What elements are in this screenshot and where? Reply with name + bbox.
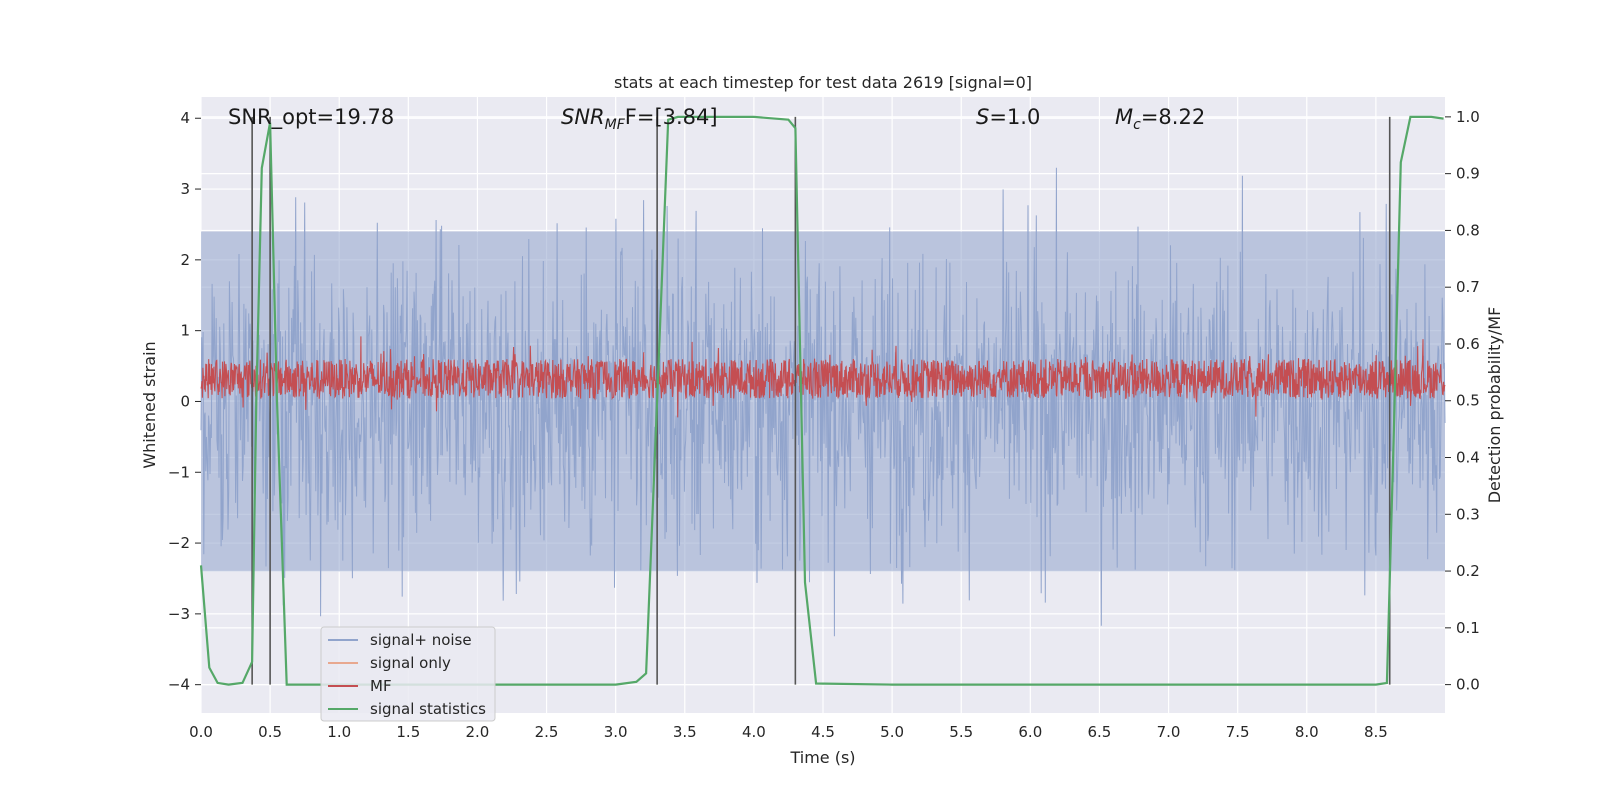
y-axis-label: Whitened strain [140,341,159,468]
y-right-tick-label: 0.9 [1456,165,1480,183]
x-tick-label: 5.5 [949,723,973,741]
y-tick-label: 2 [180,251,190,269]
signal-statistics-series [199,115,1444,686]
x-axis-label: Time (s) [789,748,855,767]
legend-label-signal-only: signal only [370,654,451,672]
legend-label-signal-statistics: signal statistics [370,700,486,718]
y-tick-label: −1 [168,463,190,481]
annotation-snr-opt: SNR_opt=19.78 [228,105,394,130]
y-right-tick-label: 0.2 [1456,562,1480,580]
y-right-tick-label: 0.3 [1456,505,1480,523]
y-tick-label: 0 [180,392,190,410]
legend: signal+ noise signal only MF signal stat… [320,626,496,722]
y-tick-labels: 4 3 2 1 0 −1 −2 −3 −4 [168,109,201,694]
y-right-tick-label: 0.4 [1456,449,1480,467]
y-right-tick-labels: 1.0 0.9 0.8 0.7 0.6 0.5 0.4 0.3 0.2 0.1 0.0 [1445,108,1480,694]
x-tick-label: 0.5 [258,723,282,741]
y-right-tick-label: 1.0 [1456,108,1480,126]
y-right-tick-label: 0.7 [1456,278,1480,296]
annotation-snr-mf-main: SNR [561,105,605,129]
x-tick-label: 8.0 [1295,723,1319,741]
legend-label-signal-noise: signal+ noise [370,631,472,649]
x-tick-labels: 0.0 0.5 1.0 1.5 2.0 2.5 3.0 3.5 4.0 4.5 5.0 5.5 6.0 6… [189,723,1388,741]
chart-title: stats at each timestep for test data 261… [614,73,1032,92]
y-right-tick-label: 0.8 [1456,221,1480,239]
annotation-snr-mf-rest: F=[3.84] [625,105,718,129]
x-tick-label: 3.5 [673,723,697,741]
signal-noise-series [200,167,1446,637]
x-tick-label: 2.0 [466,723,490,741]
y-right-tick-label: 0.0 [1456,676,1480,694]
annotation-mc-sub: c [1133,117,1141,133]
x-tick-label: 6.5 [1088,723,1112,741]
annotation-s-rest: =1.0 [989,105,1040,129]
signal-statistics-line [199,115,1444,686]
y-tick-label: −3 [168,605,190,623]
x-tick-label: 7.0 [1157,723,1181,741]
x-tick-label: 2.5 [535,723,559,741]
x-tick-label: 4.0 [742,723,766,741]
annotation-mc-main: M [1115,105,1133,129]
y-right-tick-label: 0.1 [1456,619,1480,637]
annotation-snr-mf: SNRMFF=[3.84] [561,105,718,133]
y-tick-label: 4 [180,109,190,127]
y-right-tick-label: 0.6 [1456,335,1480,353]
mf-line [200,336,1446,418]
x-tick-label: 4.5 [811,723,835,741]
y-tick-label: −4 [168,676,190,694]
x-tick-label: 1.5 [396,723,420,741]
vertical-markers [251,116,1391,685]
legend-box [320,626,496,722]
x-tick-label: 6.0 [1018,723,1042,741]
y-right-tick-label: 0.5 [1456,392,1480,410]
y-tick-label: 3 [180,180,190,198]
annotation-mc-rest: =8.22 [1141,105,1205,129]
annotation-snr-mf-sub: MF [605,117,626,133]
mf-series [200,336,1446,418]
annotation-s-main: S [976,105,989,129]
x-tick-label: 7.5 [1226,723,1250,741]
y-tick-label: −2 [168,534,190,552]
x-tick-label: 0.0 [189,723,213,741]
y-tick-label: 1 [180,322,190,340]
x-tick-label: 5.0 [880,723,904,741]
x-tick-label: 8.5 [1364,723,1388,741]
x-tick-label: 3.0 [604,723,628,741]
annotation-mc: Mc=8.22 [1115,105,1205,133]
x-tick-label: 1.0 [327,723,351,741]
y-right-axis-label: Detection probability/MF [1485,307,1504,504]
annotations: SNR_opt=19.78 SNRMFF=[3.84] S=1.0 Mc=8.2… [228,105,1205,133]
annotation-s: S=1.0 [976,105,1040,129]
legend-label-mf: MF [370,677,392,695]
